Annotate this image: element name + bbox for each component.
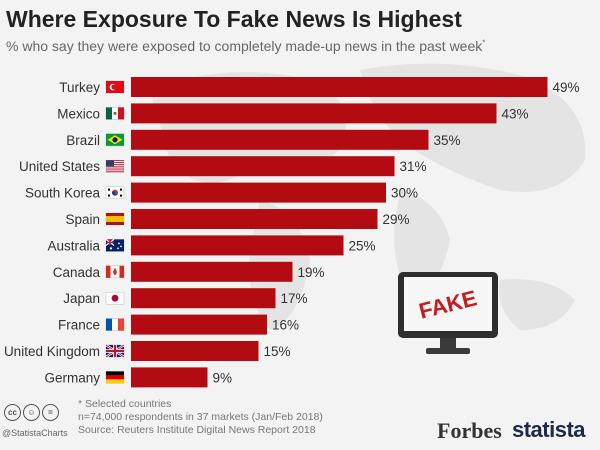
forbes-logo: Forbes (437, 418, 502, 443)
value-label: 9% (213, 370, 233, 385)
flag-south-korea-icon (105, 186, 125, 199)
value-label: 35% (434, 133, 461, 148)
value-label: 29% (383, 212, 410, 227)
license-icons: cc ☺ = (4, 404, 59, 421)
chart-subtitle: % who say they were exposed to completel… (6, 38, 485, 54)
category-label: United States (19, 159, 100, 174)
statista-logo: statista (512, 417, 586, 442)
bar (131, 314, 267, 335)
flag-united-states-icon (105, 159, 125, 173)
bar (131, 103, 497, 124)
category-label: Germany (44, 370, 100, 385)
category-label: Mexico (57, 106, 100, 121)
nd-icon: = (42, 404, 59, 421)
statista-handle: @StatistaCharts (2, 428, 68, 438)
monitor-icon: FAKE (398, 272, 498, 354)
flag-germany-icon (105, 371, 125, 384)
flag-brazil-icon (105, 133, 125, 147)
category-label: Australia (47, 238, 100, 253)
flag-france-icon (105, 318, 125, 331)
bar (131, 367, 208, 388)
monitor-base (426, 348, 470, 354)
bar-chart: Turkey 49% Mexico 43% Brazil 35% United States… (4, 63, 586, 388)
bar (131, 288, 276, 309)
category-label: Canada (53, 265, 101, 280)
footer-source: Source: Reuters Institute Digital News R… (78, 424, 316, 436)
flag-spain-icon (105, 212, 125, 226)
bar (131, 209, 378, 229)
bars: Turkey 49% Mexico 43% Brazil 35% United States… (4, 77, 580, 388)
value-label: 43% (502, 106, 529, 121)
flag-canada-icon (105, 265, 125, 279)
bar (131, 182, 386, 203)
flag-japan-icon (105, 291, 125, 305)
bar (131, 235, 344, 256)
flag-united-kingdom-icon (105, 344, 125, 358)
subtitle-text: % who say they were exposed to completel… (6, 38, 483, 54)
category-label: Japan (63, 291, 100, 306)
flags (105, 80, 125, 384)
bar (131, 129, 429, 150)
by-icon: ☺ (23, 404, 40, 421)
bar (131, 341, 259, 361)
flag-australia-icon (105, 238, 125, 252)
value-label: 16% (272, 318, 299, 333)
bar (131, 261, 293, 282)
cc-icon: cc (4, 404, 21, 421)
category-label: Spain (65, 212, 100, 227)
footer-note: * Selected countries (78, 398, 172, 410)
value-label: 25% (349, 238, 376, 253)
footer-sample: n=74,000 respondents in 37 markets (Jan/… (78, 411, 323, 423)
subtitle-mark: * (482, 38, 486, 48)
value-label: 15% (264, 344, 291, 359)
bar (131, 156, 395, 177)
footer-notes: * Selected countries n=74,000 respondent… (78, 398, 323, 437)
bar (131, 77, 548, 97)
flag-turkey-icon (105, 80, 125, 94)
category-label: Turkey (59, 80, 100, 95)
value-label: 31% (400, 159, 427, 174)
category-label: France (58, 318, 100, 333)
value-label: 17% (281, 291, 308, 306)
value-label: 49% (553, 80, 580, 95)
monitor-neck (440, 338, 456, 348)
monitor-screen (404, 277, 492, 331)
value-label: 30% (391, 186, 418, 201)
category-label: Brazil (66, 133, 100, 148)
chart-title: Where Exposure To Fake News Is Highest (6, 6, 462, 32)
category-label: United Kingdom (4, 344, 100, 359)
value-label: 19% (298, 265, 325, 280)
category-label: South Korea (25, 186, 101, 201)
flag-mexico-icon (105, 107, 125, 120)
